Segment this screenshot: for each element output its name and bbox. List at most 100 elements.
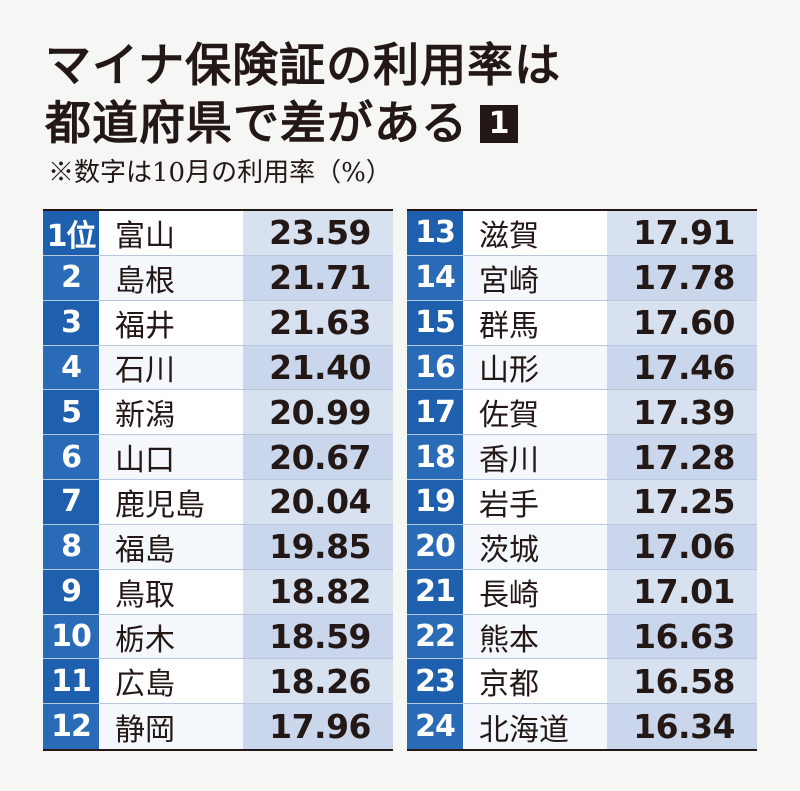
table-row: 16 山形 17.46 <box>407 345 757 391</box>
rank-cell: 20 <box>407 524 463 569</box>
prefecture-cell: 北海道 <box>463 704 607 750</box>
table-row: 19 岩手 17.25 <box>407 480 757 525</box>
rank-cell: 7 <box>43 480 99 524</box>
figure-number-badge: 1 <box>480 105 518 143</box>
table-row: 14 宮崎 17.78 <box>407 255 757 301</box>
value-cell: 19.85 <box>243 524 393 569</box>
table-row: 5 新潟 20.99 <box>43 390 393 436</box>
table-row: 22 熊本 16.63 <box>407 614 757 660</box>
rank-cell: 21 <box>407 569 463 614</box>
rank-cell: 5 <box>43 390 99 435</box>
prefecture-cell: 京都 <box>463 659 607 704</box>
table-row: 13 滋賀 17.91 <box>407 211 757 256</box>
rank-cell: 10 <box>43 614 99 659</box>
rank-cell: 6 <box>43 435 99 480</box>
value-cell: 21.63 <box>243 300 393 345</box>
prefecture-cell: 富山 <box>99 211 243 255</box>
unit-note: ※数字は10月の利用率（%） <box>48 158 392 188</box>
prefecture-cell: 広島 <box>99 659 243 704</box>
value-cell: 16.63 <box>607 614 757 659</box>
rank-cell: 3 <box>43 300 99 345</box>
value-cell: 18.82 <box>243 569 393 614</box>
rank-cell: 22 <box>407 614 463 659</box>
value-cell: 17.46 <box>607 345 757 390</box>
value-cell: 17.96 <box>243 704 393 750</box>
value-cell: 18.59 <box>243 614 393 659</box>
prefecture-cell: 山形 <box>463 345 607 390</box>
prefecture-cell: 岩手 <box>463 480 607 524</box>
table-row: 23 京都 16.58 <box>407 659 757 705</box>
rank-cell: 1位 <box>43 211 99 255</box>
table-row: 8 福島 19.85 <box>43 524 393 570</box>
rank-cell: 16 <box>407 345 463 390</box>
prefecture-cell: 栃木 <box>99 614 243 659</box>
value-cell: 20.99 <box>243 390 393 435</box>
prefecture-cell: 滋賀 <box>463 211 607 255</box>
prefecture-cell: 島根 <box>99 255 243 300</box>
table-row: 21 長崎 17.01 <box>407 569 757 615</box>
ranking-table-right: 13 滋賀 17.91 14 宮崎 17.78 15 群馬 17.60 16 山形 17.46 17 佐賀… <box>407 209 757 752</box>
prefecture-cell: 福島 <box>99 524 243 569</box>
rank-cell: 18 <box>407 435 463 480</box>
value-cell: 17.60 <box>607 300 757 345</box>
rank-cell: 12 <box>43 704 99 750</box>
prefecture-cell: 静岡 <box>99 704 243 750</box>
value-cell: 20.04 <box>243 480 393 524</box>
value-cell: 20.67 <box>243 435 393 480</box>
rank-cell: 15 <box>407 300 463 345</box>
prefecture-cell: 新潟 <box>99 390 243 435</box>
table-row: 4 石川 21.40 <box>43 345 393 391</box>
table-row: 12 静岡 17.96 <box>43 704 393 750</box>
rank-cell: 4 <box>43 345 99 390</box>
value-cell: 17.91 <box>607 211 757 255</box>
table-row: 3 福井 21.63 <box>43 300 393 346</box>
prefecture-cell: 長崎 <box>463 569 607 614</box>
value-cell: 18.26 <box>243 659 393 704</box>
table-row: 7 鹿児島 20.04 <box>43 480 393 525</box>
value-cell: 17.39 <box>607 390 757 435</box>
table-row: 9 鳥取 18.82 <box>43 569 393 615</box>
value-cell: 17.78 <box>607 255 757 300</box>
prefecture-cell: 群馬 <box>463 300 607 345</box>
ranking-table-left: 1位 富山 23.59 2 島根 21.71 3 福井 21.63 4 石川 21.40 5 新潟 20.9… <box>43 209 393 752</box>
rank-cell: 14 <box>407 255 463 300</box>
rank-cell: 23 <box>407 659 463 704</box>
table-row: 1位 富山 23.59 <box>43 211 393 256</box>
prefecture-cell: 熊本 <box>463 614 607 659</box>
rank-cell: 11 <box>43 659 99 704</box>
chart-title-line-1: マイナ保険証の利用率は <box>45 38 562 92</box>
chart-title-line-2-text: 都道府県で差がある <box>45 96 468 150</box>
prefecture-cell: 宮崎 <box>463 255 607 300</box>
table-row: 15 群馬 17.60 <box>407 300 757 346</box>
prefecture-cell: 佐賀 <box>463 390 607 435</box>
value-cell: 17.28 <box>607 435 757 480</box>
rank-cell: 24 <box>407 704 463 750</box>
value-cell: 16.34 <box>607 704 757 750</box>
prefecture-cell: 山口 <box>99 435 243 480</box>
rank-cell: 19 <box>407 480 463 524</box>
rank-cell: 13 <box>407 211 463 255</box>
value-cell: 21.40 <box>243 345 393 390</box>
table-row: 6 山口 20.67 <box>43 435 393 481</box>
rank-cell: 9 <box>43 569 99 614</box>
table-row: 2 島根 21.71 <box>43 255 393 301</box>
table-row: 10 栃木 18.59 <box>43 614 393 660</box>
prefecture-cell: 茨城 <box>463 524 607 569</box>
prefecture-cell: 香川 <box>463 435 607 480</box>
prefecture-cell: 鹿児島 <box>99 480 243 524</box>
rank-cell: 8 <box>43 524 99 569</box>
prefecture-cell: 鳥取 <box>99 569 243 614</box>
value-cell: 23.59 <box>243 211 393 255</box>
rank-cell: 2 <box>43 255 99 300</box>
value-cell: 21.71 <box>243 255 393 300</box>
table-row: 11 広島 18.26 <box>43 659 393 705</box>
table-row: 24 北海道 16.34 <box>407 704 757 750</box>
rank-cell: 17 <box>407 390 463 435</box>
value-cell: 16.58 <box>607 659 757 704</box>
value-cell: 17.25 <box>607 480 757 524</box>
table-row: 17 佐賀 17.39 <box>407 390 757 436</box>
chart-title-line-2: 都道府県で差がある 1 <box>45 100 518 146</box>
prefecture-cell: 石川 <box>99 345 243 390</box>
table-row: 18 香川 17.28 <box>407 435 757 481</box>
prefecture-cell: 福井 <box>99 300 243 345</box>
